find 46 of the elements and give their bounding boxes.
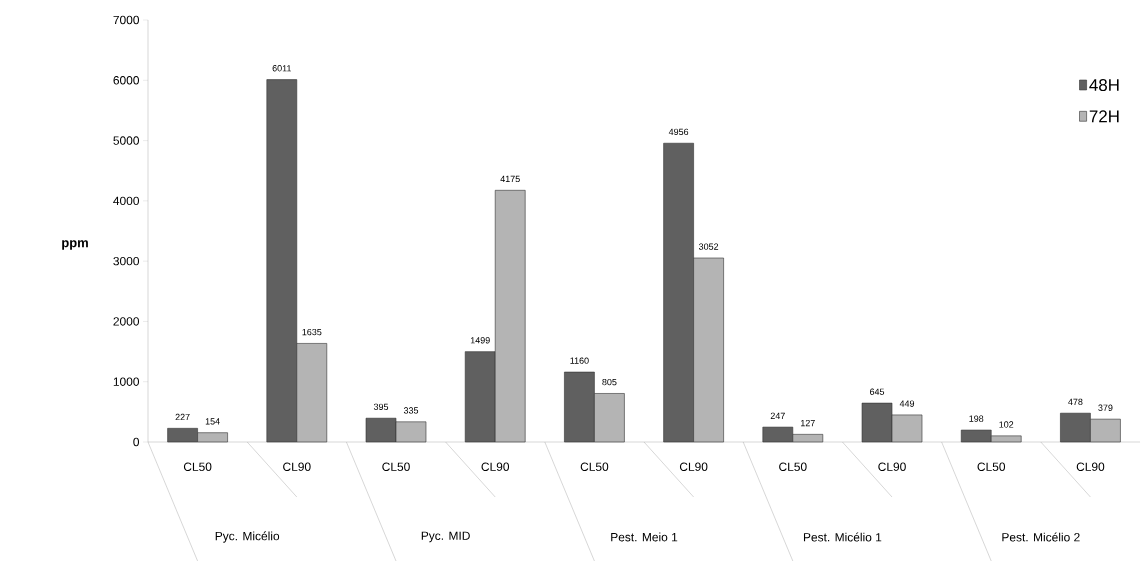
data-label: 247	[770, 412, 785, 419]
data-label: 3052	[698, 243, 719, 250]
y-tick-label: 6000	[113, 76, 140, 85]
text: Pest. Micélio 2	[1002, 532, 1080, 542]
data-label: 1160	[570, 357, 589, 364]
y-tick-label: 5000	[113, 136, 140, 145]
x-tick-label: CL50	[779, 462, 807, 471]
data-label: 102	[999, 421, 1014, 428]
y-tick-label: 1000	[113, 377, 140, 386]
data-label: 6011	[272, 65, 291, 72]
data-label: 4175	[500, 175, 520, 183]
text: Pest. Meio 1	[611, 532, 678, 542]
data-label: 449	[899, 400, 915, 407]
x-tick-label: CL90	[283, 462, 311, 471]
data-label: 645	[869, 388, 885, 395]
x-tick-label: CL90	[481, 462, 510, 471]
data-label: 379	[1098, 404, 1113, 411]
x-tick-label: CL90	[1076, 462, 1105, 471]
legend-label: 48H	[1089, 79, 1119, 92]
x-tick-label: CL50	[183, 462, 212, 471]
data-label: 127	[801, 419, 815, 427]
x-tick-label: CL50	[382, 462, 410, 471]
legend-label: 72H	[1089, 110, 1119, 123]
x-tick-label: CL90	[878, 462, 906, 471]
text: Pyc. MID	[421, 531, 470, 543]
data-label: 395	[373, 403, 389, 410]
y-tick-label: 2000	[113, 317, 140, 326]
text: Pyc. Micélio	[215, 531, 280, 543]
text: Pest. Micélio 1	[803, 532, 882, 542]
data-label: 227	[175, 413, 190, 421]
data-label: 198	[969, 415, 984, 422]
data-label: 805	[602, 378, 617, 386]
y-tick-label: 3000	[113, 256, 140, 266]
data-label: 4956	[668, 128, 689, 136]
data-label: 154	[205, 418, 220, 425]
data-label: 1635	[302, 328, 322, 336]
y-axis-title: ppm	[62, 240, 88, 250]
y-tick-label: 4000	[113, 196, 140, 206]
data-label: 478	[1068, 398, 1083, 405]
y-tick-label: 7000	[113, 15, 140, 25]
x-tick-label: CL50	[580, 462, 609, 471]
y-tick-label: 0	[133, 437, 140, 447]
data-label: 1499	[470, 337, 490, 344]
x-tick-label: CL90	[679, 462, 708, 471]
x-tick-label: CL50	[977, 462, 1006, 471]
data-label: 335	[403, 407, 419, 414]
